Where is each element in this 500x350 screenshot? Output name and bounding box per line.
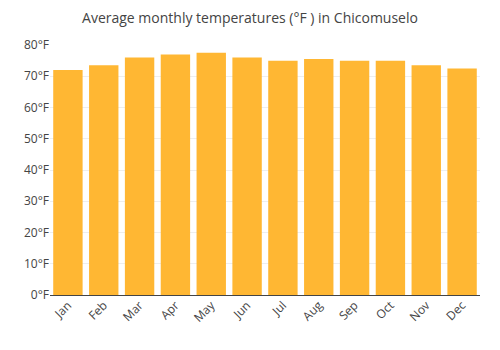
svg-text:Mar: Mar	[119, 297, 147, 325]
svg-text:20°F: 20°F	[24, 224, 49, 241]
svg-text:50°F: 50°F	[24, 130, 49, 147]
svg-text:Aug: Aug	[299, 297, 327, 325]
svg-text:Oct: Oct	[372, 297, 398, 323]
svg-text:Jan: Jan	[50, 297, 75, 322]
svg-text:40°F: 40°F	[24, 161, 49, 178]
svg-text:Nov: Nov	[406, 297, 434, 325]
svg-text:Average monthly temperatures (: Average monthly temperatures (°F ) in Ch…	[82, 8, 418, 27]
svg-text:0°F: 0°F	[31, 286, 49, 303]
svg-text:Jun: Jun	[229, 297, 254, 322]
svg-text:10°F: 10°F	[24, 255, 49, 272]
svg-text:80°F: 80°F	[24, 36, 49, 53]
svg-text:May: May	[190, 296, 219, 325]
svg-text:Jul: Jul	[268, 297, 290, 319]
svg-text:Sep: Sep	[335, 297, 362, 324]
svg-text:30°F: 30°F	[24, 192, 49, 209]
svg-text:70°F: 70°F	[24, 67, 49, 84]
svg-text:Feb: Feb	[84, 297, 110, 323]
svg-text:60°F: 60°F	[24, 99, 49, 116]
svg-text:Apr: Apr	[156, 297, 182, 323]
svg-text:Dec: Dec	[442, 297, 469, 324]
